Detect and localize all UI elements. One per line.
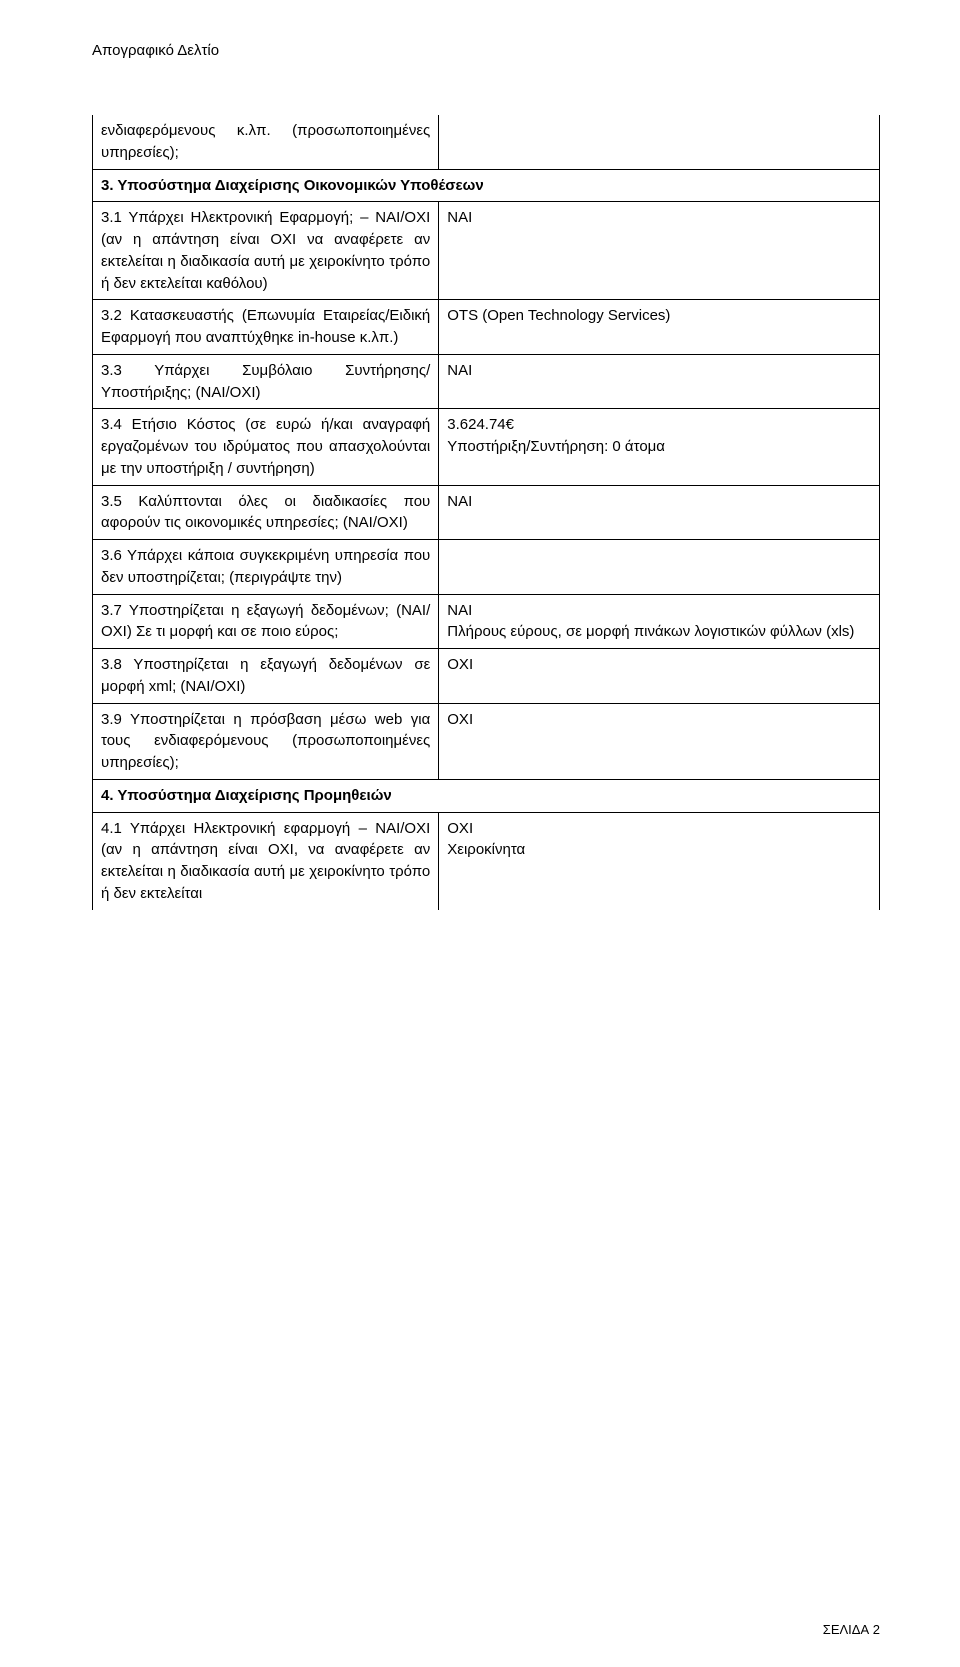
table-row: 4.1 Υπάρχει Ηλεκτρονική εφαρμογή – ΝΑΙ/Ο… [93,812,880,910]
page-footer: ΣΕΛΙΔΑ 2 [823,1622,880,1637]
table-row: 3.8 Υποστηρίζεται η εξαγωγή δεδομένων σε… [93,649,880,704]
table-row: 4. Υποσύστημα Διαχείρισης Προμηθειών [93,779,880,812]
question-cell: 3.5 Καλύπτονται όλες οι διαδικασίες που … [93,485,439,540]
answer-cell: ΝΑΙ [439,202,880,300]
answer-cell: ΟΧΙ [439,649,880,704]
table-row: 3.5 Καλύπτονται όλες οι διαδικασίες που … [93,485,880,540]
table-row: 3.7 Υποστηρίζεται η εξαγωγή δεδομένων; (… [93,594,880,649]
question-cell: 3.8 Υποστηρίζεται η εξαγωγή δεδομένων σε… [93,649,439,704]
answer-cell: 3.624.74€Υποστήριξη/Συντήρηση: 0 άτομα [439,409,880,485]
footer-page-number: 2 [873,1622,880,1637]
question-cell: 3.1 Υπάρχει Ηλεκτρονική Εφαρμογή; – ΝΑΙ/… [93,202,439,300]
answer-cell: ΝΑΙΠλήρους εύρους, σε μορφή πινάκων λογι… [439,594,880,649]
question-cell: 3.9 Υποστηρίζεται η πρόσβαση μέσω web γι… [93,703,439,779]
questionnaire-table: ενδιαφερόμενους κ.λπ. (προσωποποιημένες … [92,115,880,910]
section-heading: 3. Υποσύστημα Διαχείρισης Οικονομικών Υπ… [93,169,880,202]
question-cell: 3.4 Ετήσιο Κόστος (σε ευρώ ή/και αναγραφ… [93,409,439,485]
answer-cell: ΟΧΙΧειροκίνητα [439,812,880,910]
answer-cell: ΟΧΙ [439,703,880,779]
answer-cell: OTS (Open Technology Services) [439,300,880,355]
document-header: Απογραφικό Δελτίο [92,42,880,59]
question-cell: 3.2 Κατασκευαστής (Επωνυμία Εταιρείας/Ει… [93,300,439,355]
table-row: 3.2 Κατασκευαστής (Επωνυμία Εταιρείας/Ει… [93,300,880,355]
answer-cell: ΝΑΙ [439,354,880,409]
footer-label: ΣΕΛΙΔΑ [823,1622,869,1637]
table-row: 3.6 Υπάρχει κάποια συγκεκριμένη υπηρεσία… [93,540,880,595]
table-row: ενδιαφερόμενους κ.λπ. (προσωποποιημένες … [93,115,880,169]
table-row: 3. Υποσύστημα Διαχείρισης Οικονομικών Υπ… [93,169,880,202]
table-row: 3.1 Υπάρχει Ηλεκτρονική Εφαρμογή; – ΝΑΙ/… [93,202,880,300]
question-cell: ενδιαφερόμενους κ.λπ. (προσωποποιημένες … [93,115,439,169]
answer-cell [439,540,880,595]
answer-cell [439,115,880,169]
section-heading: 4. Υποσύστημα Διαχείρισης Προμηθειών [93,779,880,812]
question-cell: 3.6 Υπάρχει κάποια συγκεκριμένη υπηρεσία… [93,540,439,595]
answer-cell: ΝΑΙ [439,485,880,540]
table-row: 3.9 Υποστηρίζεται η πρόσβαση μέσω web γι… [93,703,880,779]
table-row: 3.3 Υπάρχει Συμβόλαιο Συντήρησης/ Υποστή… [93,354,880,409]
question-cell: 3.7 Υποστηρίζεται η εξαγωγή δεδομένων; (… [93,594,439,649]
table-row: 3.4 Ετήσιο Κόστος (σε ευρώ ή/και αναγραφ… [93,409,880,485]
question-cell: 3.3 Υπάρχει Συμβόλαιο Συντήρησης/ Υποστή… [93,354,439,409]
question-cell: 4.1 Υπάρχει Ηλεκτρονική εφαρμογή – ΝΑΙ/Ο… [93,812,439,910]
